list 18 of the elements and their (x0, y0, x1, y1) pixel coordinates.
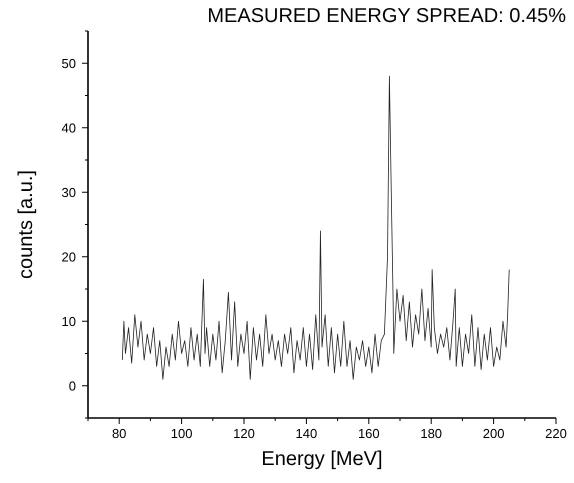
x-tick-label: 200 (482, 426, 504, 441)
x-tick-label: 140 (296, 426, 318, 441)
y-tick-label: 40 (62, 120, 76, 136)
y-tick-label: 30 (62, 184, 76, 200)
y-tick-label: 0 (68, 378, 76, 394)
x-tick-label: 180 (420, 426, 442, 441)
x-tick-label: 100 (170, 426, 192, 441)
chart-title: MEASURED ENERGY SPREAD: 0.45% (207, 5, 566, 27)
y-tick-label: 10 (62, 314, 76, 329)
x-axis-title: Energy [MeV] (261, 448, 383, 470)
x-tick-label: 220 (545, 426, 567, 441)
y-tick-label: 50 (62, 56, 76, 71)
y-tick-label: 20 (62, 249, 76, 264)
x-tick-label: 120 (233, 426, 255, 441)
x-tick-label: 160 (358, 426, 380, 441)
x-tick-label: 80 (112, 426, 126, 441)
line-series (122, 76, 510, 380)
y-axis-title: counts [a.u.] (15, 170, 37, 279)
